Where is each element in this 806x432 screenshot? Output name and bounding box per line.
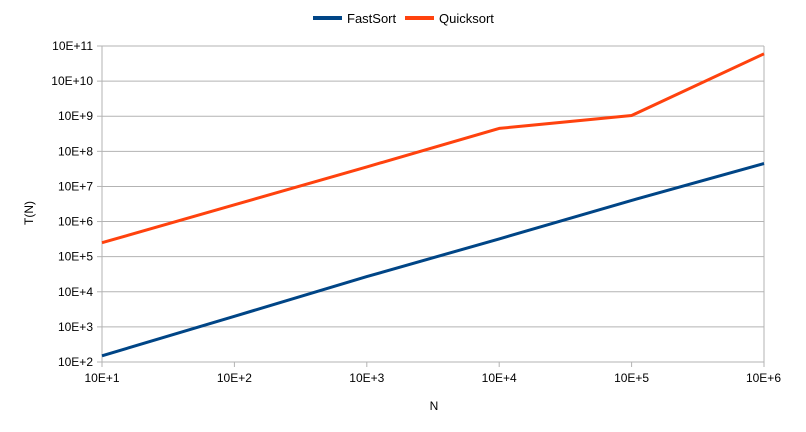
y-tick-label: 10E+5 (58, 250, 93, 264)
legend-item-fastsort: FastSort (313, 11, 397, 26)
y-tick-label: 10E+9 (58, 109, 93, 123)
y-tick-label: 10E+7 (58, 179, 93, 193)
x-tick-label: 10E+4 (482, 371, 517, 385)
y-tick-label: 10E+8 (58, 144, 93, 158)
axes (97, 45, 765, 367)
legend-item-quicksort: Quicksort (405, 11, 494, 26)
series-line-quicksort (101, 52, 765, 245)
legend-label: FastSort (347, 11, 397, 26)
x-axis-label: N (430, 399, 439, 413)
legend: FastSort Quicksort (313, 11, 494, 26)
x-tick-label: 10E+1 (84, 371, 119, 385)
x-tick-label: 10E+3 (349, 371, 384, 385)
y-tick-label: 10E+4 (58, 285, 93, 299)
y-tick-label: 10E+2 (58, 355, 93, 369)
x-tick-label: 10E+6 (746, 371, 781, 385)
gridlines (102, 45, 764, 363)
series-line-fastsort (101, 162, 765, 358)
series-lines (101, 52, 765, 358)
y-tick-label: 10E+11 (52, 39, 93, 53)
y-tick-label: 10E+6 (58, 215, 93, 229)
tick-labels: 10E+2 10E+3 10E+4 10E+5 10E+6 10E+7 10E+8 10E+9… (51, 39, 781, 385)
y-axis-label: T(N) (22, 201, 36, 225)
legend-label: Quicksort (439, 11, 494, 26)
y-tick-label: 10E+10 (51, 74, 93, 88)
y-tick-label: 10E+3 (58, 320, 93, 334)
x-tick-label: 10E+2 (217, 371, 252, 385)
x-tick-label: 10E+5 (614, 371, 649, 385)
